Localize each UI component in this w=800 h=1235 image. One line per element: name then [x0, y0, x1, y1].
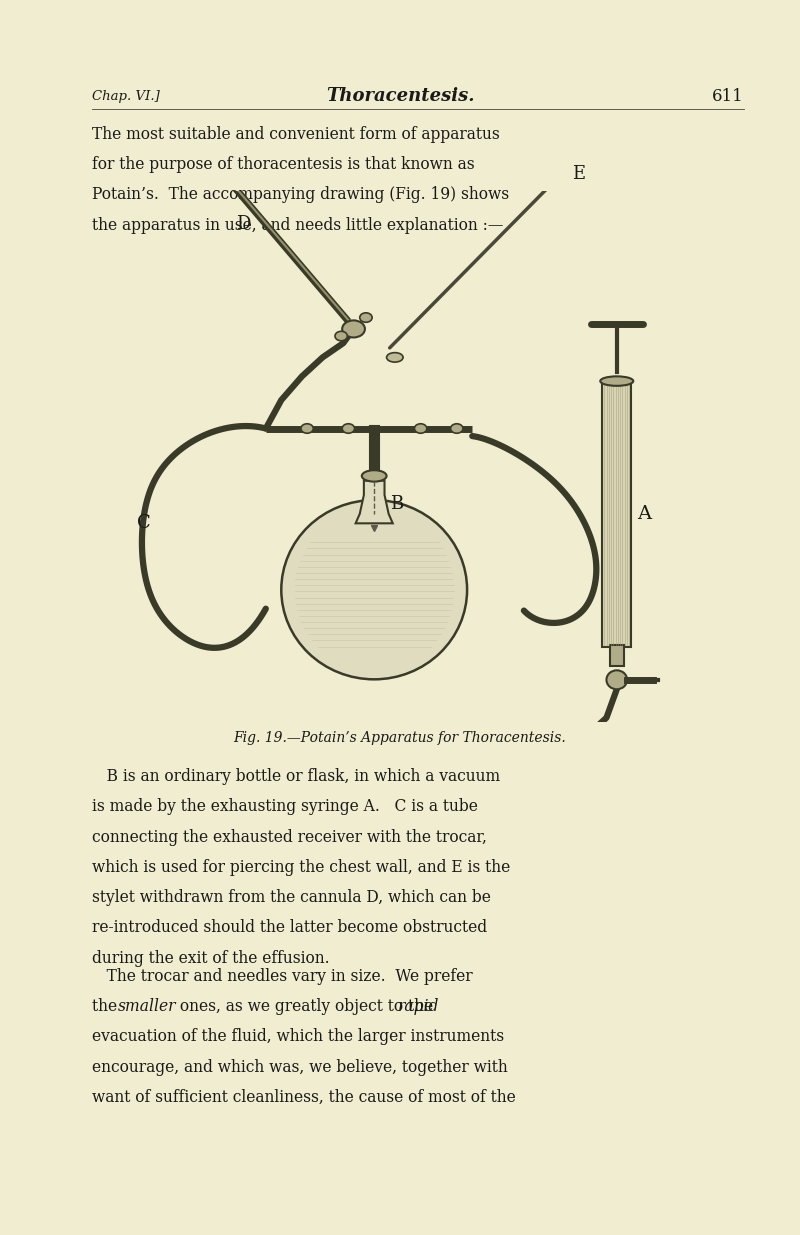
Ellipse shape [301, 424, 314, 433]
Ellipse shape [282, 500, 467, 679]
Text: Fig. 19.—Potain’s Apparatus for Thoracentesis.: Fig. 19.—Potain’s Apparatus for Thoracen… [234, 731, 566, 745]
Text: evacuation of the fluid, which the larger instruments: evacuation of the fluid, which the large… [92, 1029, 504, 1045]
Text: the: the [92, 998, 122, 1015]
Ellipse shape [606, 671, 627, 689]
Ellipse shape [342, 320, 365, 337]
Text: Thoracentesis.: Thoracentesis. [326, 88, 474, 105]
FancyBboxPatch shape [602, 382, 631, 647]
Text: stylet withdrawn from the cannula D, which can be: stylet withdrawn from the cannula D, whi… [92, 889, 491, 906]
Ellipse shape [450, 424, 463, 433]
Text: D: D [236, 215, 250, 233]
Text: is made by the exhausting syringe A.   C is a tube: is made by the exhausting syringe A. C i… [92, 799, 478, 815]
Text: The trocar and needles vary in size.  We prefer: The trocar and needles vary in size. We … [92, 968, 473, 984]
Ellipse shape [414, 424, 427, 433]
Text: Chap. VI.]: Chap. VI.] [92, 90, 160, 103]
Ellipse shape [600, 377, 634, 385]
Text: want of sufficient cleanliness, the cause of most of the: want of sufficient cleanliness, the caus… [92, 1089, 516, 1105]
Ellipse shape [342, 424, 354, 433]
Text: B: B [390, 495, 403, 514]
Ellipse shape [335, 331, 347, 341]
Text: ones, as we greatly object to the: ones, as we greatly object to the [175, 998, 438, 1015]
Text: during the exit of the effusion.: during the exit of the effusion. [92, 950, 330, 967]
Text: rapid: rapid [398, 998, 439, 1015]
Polygon shape [356, 480, 393, 524]
Ellipse shape [362, 471, 386, 482]
Text: smaller: smaller [118, 998, 176, 1015]
Text: The most suitable and convenient form of apparatus: The most suitable and convenient form of… [92, 126, 500, 143]
Polygon shape [129, 98, 222, 141]
Text: for the purpose of thoracentesis is that known as: for the purpose of thoracentesis is that… [92, 157, 474, 173]
Text: encourage, and which was, we believe, together with: encourage, and which was, we believe, to… [92, 1058, 508, 1076]
FancyBboxPatch shape [610, 645, 624, 666]
Text: which is used for piercing the chest wall, and E is the: which is used for piercing the chest wal… [92, 860, 510, 876]
Text: A: A [638, 505, 651, 522]
Text: the apparatus in use, and needs little explanation :—: the apparatus in use, and needs little e… [92, 216, 503, 233]
Text: connecting the exhausted receiver with the trocar,: connecting the exhausted receiver with t… [92, 829, 487, 846]
Text: E: E [572, 165, 585, 184]
Text: Potain’s.  The accompanying drawing (Fig. 19) shows: Potain’s. The accompanying drawing (Fig.… [92, 186, 509, 204]
Text: B is an ordinary bottle or flask, in which a vacuum: B is an ordinary bottle or flask, in whi… [92, 768, 500, 785]
Ellipse shape [386, 353, 403, 362]
Ellipse shape [360, 312, 372, 322]
Text: 611: 611 [712, 88, 744, 105]
Text: re-introduced should the latter become obstructed: re-introduced should the latter become o… [92, 920, 487, 936]
Text: C: C [137, 514, 151, 532]
